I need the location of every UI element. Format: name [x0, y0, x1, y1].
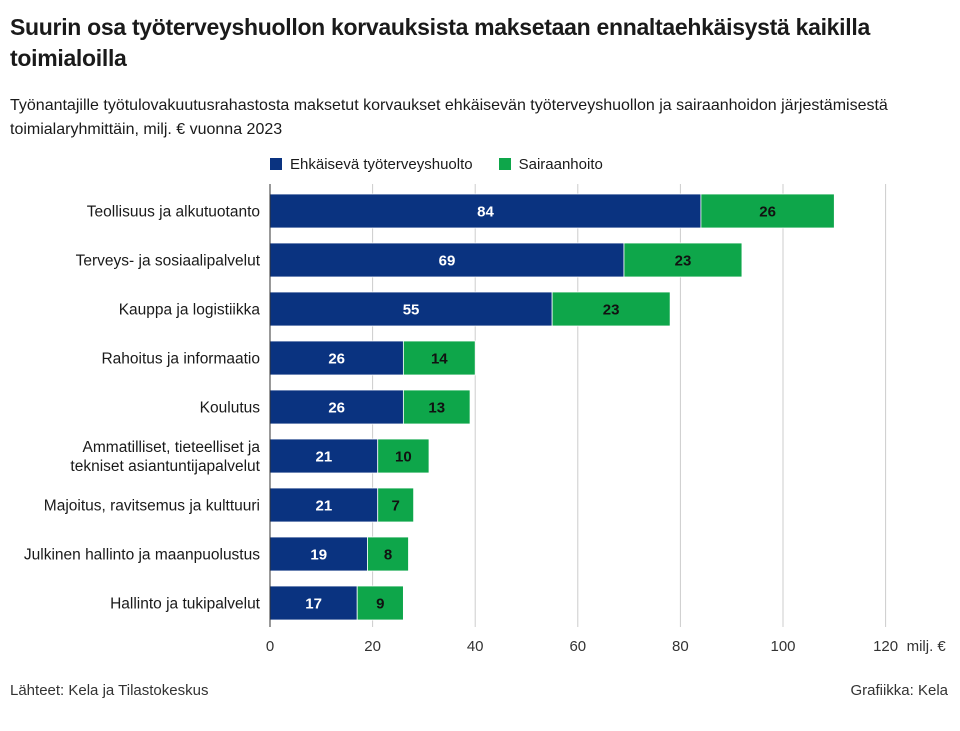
data-label-2-4: 13 [428, 400, 445, 417]
bar-1-7 [269, 536, 368, 572]
bar-1-0 [269, 193, 702, 229]
x-tick-label-4: 80 [672, 638, 689, 655]
legend-swatch-series2 [498, 158, 511, 170]
data-label-2-1: 23 [675, 253, 692, 270]
bar-2-0 [700, 193, 835, 229]
credit-note: Grafiikka: Kela [850, 682, 948, 699]
data-label-1-5: 21 [316, 449, 333, 466]
chart-title: Suurin osa työterveyshuollon korvauksist… [10, 14, 870, 71]
bar-2-4 [402, 389, 471, 425]
bar-2-7 [367, 536, 409, 572]
category-label-0: Teollisuus ja alkutuotanto [87, 204, 260, 221]
data-label-2-6: 7 [392, 498, 400, 515]
bar-2-5 [377, 438, 430, 474]
x-tick-label-0: 0 [266, 638, 274, 655]
legend-label-series1: Ehkäisevä työterveyshuolto [290, 155, 473, 173]
category-label-2: Kauppa ja logistiikka [119, 302, 261, 319]
bar-1-3 [269, 340, 404, 376]
data-label-1-7: 19 [310, 547, 327, 564]
category-label-5-line-1: tekniset asiantuntijapalvelut [70, 458, 260, 475]
bar-1-1 [269, 242, 625, 278]
data-label-1-1: 69 [439, 253, 456, 270]
chart-subtitle: Työnantajille työtulovakuutusrahastosta … [10, 97, 888, 138]
source-note: Lähteet: Kela ja Tilastokeskus [10, 682, 209, 699]
data-label-1-3: 26 [328, 351, 345, 368]
data-label-2-8: 9 [376, 596, 384, 613]
x-tick-label-6: 120 [873, 638, 898, 655]
category-label-3: Rahoitus ja informaatio [101, 351, 260, 368]
data-label-2-0: 26 [759, 204, 776, 221]
data-label-1-8: 17 [305, 596, 322, 613]
legend-swatch-series1 [270, 158, 282, 170]
x-axis-unit-label: milj. € [907, 638, 947, 655]
x-tick-label-5: 100 [770, 638, 795, 655]
x-tick-label-2: 40 [467, 638, 484, 655]
bar-2-2 [551, 291, 671, 327]
category-label-6: Majoitus, ravitsemus ja kulttuuri [44, 498, 260, 515]
bar-2-6 [377, 487, 415, 523]
data-label-1-4: 26 [328, 400, 345, 417]
x-tick-label-1: 20 [364, 638, 381, 655]
bar-1-6 [269, 487, 379, 523]
bar-2-8 [356, 585, 404, 621]
bar-1-2 [269, 291, 553, 327]
category-label-1: Terveys- ja sosiaalipalvelut [76, 253, 261, 270]
bar-1-5 [269, 438, 379, 474]
data-label-2-5: 10 [395, 449, 412, 466]
bar-2-1 [623, 242, 743, 278]
legend-item-series2: Sairaanhoito [498, 155, 603, 173]
data-label-2-3: 14 [431, 351, 448, 368]
data-label-1-2: 55 [403, 302, 420, 319]
bar-2-3 [402, 340, 476, 376]
category-label-7: Julkinen hallinto ja maanpuolustus [24, 547, 260, 564]
legend: Ehkäisevä työterveyshuolto Sairaanhoito [270, 154, 629, 174]
legend-label-series2: Sairaanhoito [518, 155, 603, 173]
data-label-2-2: 23 [603, 302, 620, 319]
data-label-2-7: 8 [384, 547, 392, 564]
category-label-4: Koulutus [200, 400, 261, 417]
data-label-1-0: 84 [477, 204, 494, 221]
category-label-8: Hallinto ja tukipalvelut [110, 596, 261, 613]
legend-item-series1: Ehkäisevä työterveyshuolto [270, 156, 473, 173]
category-label-5-line-0: Ammatilliset, tieteelliset ja [83, 439, 261, 456]
x-tick-label-3: 60 [569, 638, 586, 655]
data-label-1-6: 21 [316, 498, 333, 515]
